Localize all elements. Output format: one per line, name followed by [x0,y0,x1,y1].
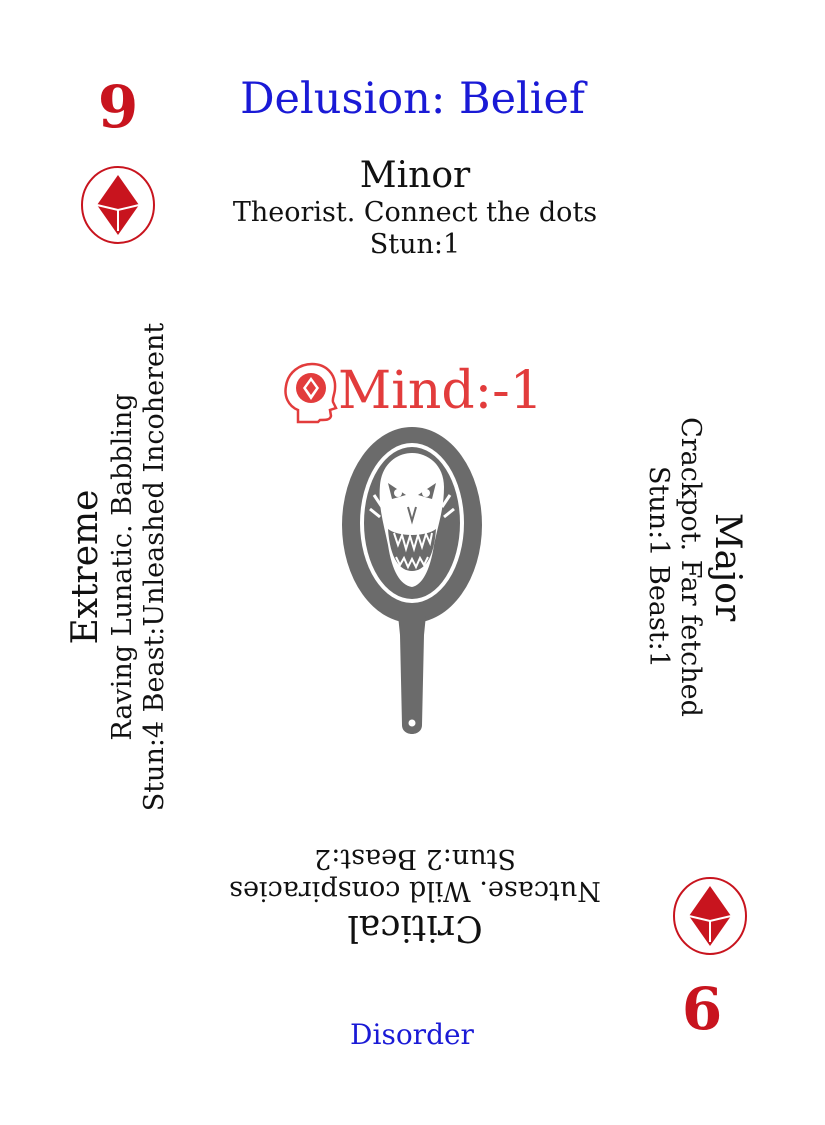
major-line1: Crackpot. Far fetched [674,417,706,717]
minor-section: Minor Theorist. Connect the dots Stun:1 [165,155,665,261]
critical-line2: Stun:2 Beast:2 [314,842,516,874]
major-heading: Major [707,512,748,622]
major-line2: Stun:1 Beast:1 [642,466,674,668]
head-diamond-icon [284,362,338,424]
minor-heading: Minor [359,155,471,196]
extreme-line2: Stun:4 Beast:Unleashed Incoherent [139,322,171,812]
extreme-line1: Raving Lunatic. Babbling [107,393,139,741]
mind-label: Mind:-1 [338,361,543,421]
extreme-section: Extreme Raving Lunatic. Babbling Stun:4 … [65,317,205,817]
rank-top: 9 [97,73,139,141]
critical-section: Critical Nutcase. Wild conspiracies Stun… [165,842,665,948]
extreme-heading: Extreme [65,489,106,645]
card-footer: Disorder [350,1018,474,1051]
haunted-mirror-icon [342,427,482,734]
card-title: Delusion: Belief [240,74,585,124]
diamond-suit-icon-bottom [673,877,747,955]
critical-line1: Nutcase. Wild conspiracies [229,874,601,906]
minor-line1: Theorist. Connect the dots [232,197,598,229]
major-section: Major Crackpot. Far fetched Stun:1 Beast… [608,317,748,817]
critical-heading: Critical [347,907,483,949]
diamond-suit-icon [81,166,155,244]
rank-bottom: 6 [681,975,723,1043]
mind-modifier: Mind:-1 [280,360,570,430]
minor-line2: Stun:1 [369,229,461,261]
